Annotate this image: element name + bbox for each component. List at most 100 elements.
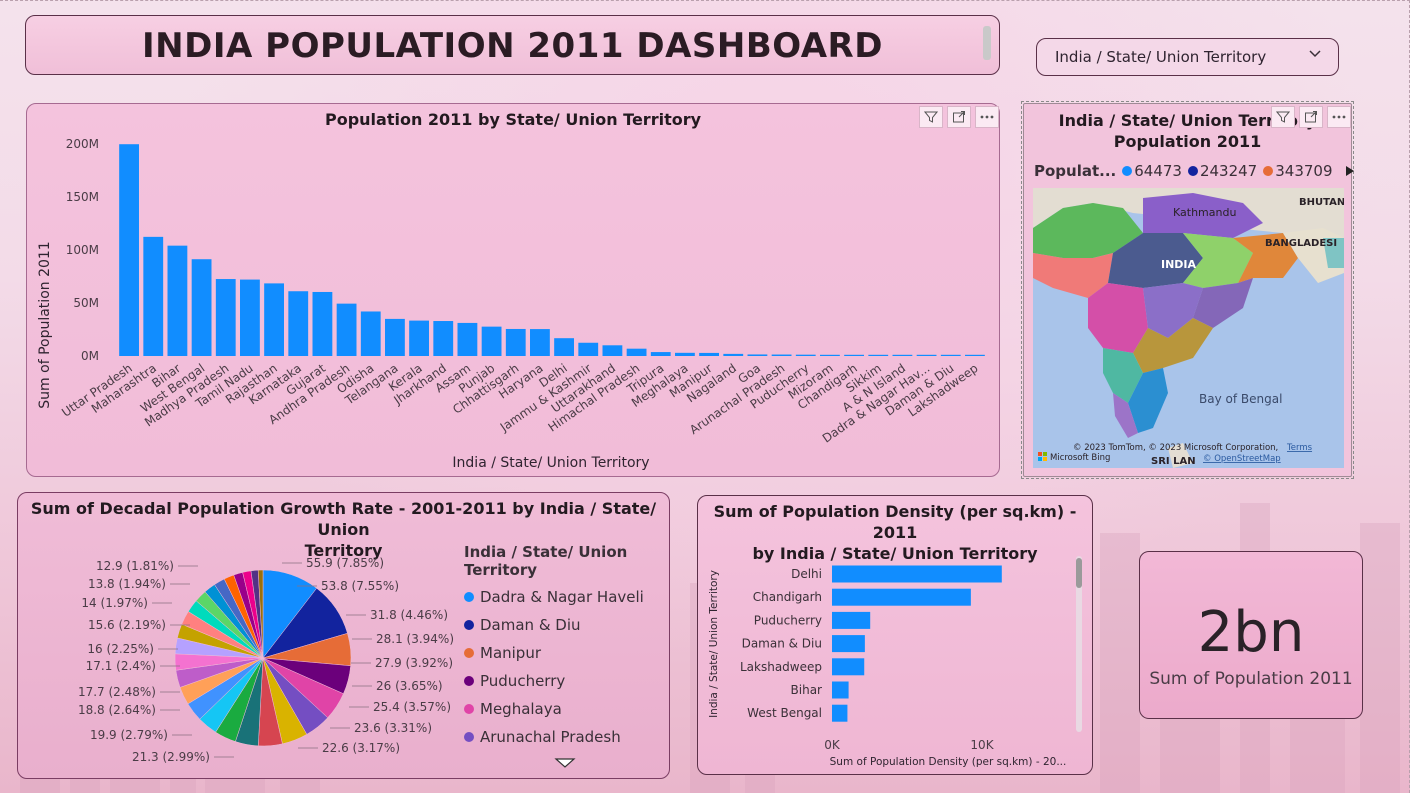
map-legend-label: 64473 — [1134, 162, 1182, 180]
growth-rate-pie-chart-card[interactable]: Sum of Decadal Population Growth Rate - … — [17, 492, 670, 779]
population-bar[interactable] — [360, 311, 381, 356]
density-bar[interactable] — [832, 635, 865, 653]
population-bar[interactable] — [650, 352, 671, 356]
state-slicer-dropdown[interactable]: India / State/ Union Territory — [1036, 38, 1339, 76]
population-bar[interactable] — [699, 352, 719, 356]
population-bar[interactable] — [916, 354, 937, 356]
population-bar-chart: Sum of Population 2011 India / State/ Un… — [37, 137, 985, 471]
legend-next-arrow-icon[interactable] — [1345, 165, 1355, 177]
map-legend-item[interactable]: 243247 — [1187, 162, 1257, 180]
population-bar[interactable] — [143, 236, 164, 356]
pie-legend-item[interactable]: Meghalaya — [464, 695, 669, 723]
density-scrollbar-thumb[interactable] — [1076, 558, 1082, 588]
chevron-down-icon — [1309, 50, 1321, 58]
population-bar[interactable] — [723, 353, 744, 356]
map-region-nepal-belt — [1143, 193, 1263, 238]
density-bar[interactable] — [832, 565, 1002, 583]
map-title-line-2: Population 2011 — [1113, 132, 1262, 151]
density-bar[interactable] — [832, 588, 971, 606]
population-bar[interactable] — [892, 354, 913, 356]
population-bar[interactable] — [505, 328, 526, 356]
pie-legend-item[interactable]: Daman & Diu — [464, 611, 669, 639]
legend-scroll-down-icon[interactable] — [554, 757, 576, 769]
population-bar[interactable] — [336, 303, 357, 356]
population-map-card[interactable]: India / State/ Union Territory Populatio… — [1021, 101, 1355, 479]
population-bar[interactable] — [530, 329, 550, 356]
dashboard-title: INDIA POPULATION 2011 DASHBOARD — [142, 26, 883, 66]
population-bar[interactable] — [602, 345, 623, 356]
filter-icon[interactable] — [1271, 106, 1295, 128]
population-bar[interactable] — [554, 338, 574, 356]
density-y-tick-label: Chandigarh — [753, 590, 822, 604]
legend-dot-icon — [464, 704, 474, 714]
bar-y-tick-label: 50M — [73, 296, 99, 310]
population-bar[interactable] — [675, 352, 695, 356]
legend-dot-icon — [464, 732, 474, 742]
pie-legend-title: India / State/ Union Territory — [464, 543, 628, 579]
density-y-tick-label: Puducherry — [754, 613, 822, 627]
population-bar[interactable] — [385, 318, 405, 356]
pie-legend-item[interactable]: Puducherry — [464, 667, 669, 695]
population-bar-chart-card[interactable]: Population 2011 by State/ Union Territor… — [26, 103, 1000, 477]
pie-data-label: 12.9 (1.81%) — [96, 559, 174, 573]
bar-y-tick-label: 100M — [66, 243, 99, 257]
filter-icon[interactable] — [919, 106, 943, 128]
population-bar[interactable] — [191, 259, 212, 356]
pie-legend-item[interactable]: Arunachal Pradesh — [464, 723, 669, 751]
bar-chart-title: Population 2011 by State/ Union Territor… — [324, 110, 702, 129]
total-population-kpi-card: 2bn Sum of Population 2011 — [1139, 551, 1363, 719]
density-scrollbar-track[interactable] — [1076, 556, 1082, 732]
population-bar[interactable] — [240, 279, 260, 356]
density-bar[interactable] — [832, 611, 871, 629]
map-attribution: © 2023 TomTom, © 2023 Microsoft Corporat… — [1073, 443, 1278, 453]
title-scrollbar[interactable] — [983, 26, 991, 60]
pie-data-label: 19.9 (2.79%) — [90, 728, 168, 742]
map-region-odisha — [1193, 278, 1253, 328]
density-bar-chart-card[interactable]: Sum of Population Density (per sq.km) - … — [697, 495, 1093, 775]
pie-slice[interactable] — [257, 569, 264, 659]
density-bar[interactable] — [832, 658, 865, 676]
population-bar[interactable] — [844, 354, 864, 356]
population-bar[interactable] — [457, 322, 478, 356]
map-region-west — [1033, 253, 1113, 298]
density-y-tick-label: Lakshadweep — [740, 660, 822, 674]
population-bar[interactable] — [264, 283, 284, 356]
population-bar[interactable] — [167, 245, 188, 356]
map-legend-item[interactable]: 343709 — [1263, 162, 1333, 180]
population-bar[interactable] — [409, 320, 429, 356]
population-bar[interactable] — [119, 144, 139, 356]
focus-mode-icon[interactable] — [1299, 106, 1323, 128]
map-terms-link[interactable]: Terms — [1286, 443, 1313, 453]
population-bar[interactable] — [747, 354, 768, 356]
population-bar[interactable] — [215, 279, 236, 356]
pie-legend-item[interactable]: Manipur — [464, 639, 669, 667]
pie-legend-item[interactable]: Dadra & Nagar Haveli — [464, 583, 669, 611]
population-bar[interactable] — [771, 354, 792, 356]
more-options-icon[interactable] — [1327, 106, 1351, 128]
population-bar[interactable] — [578, 342, 599, 356]
pie-data-label: 15.6 (2.19%) — [88, 618, 166, 632]
population-bar[interactable] — [820, 354, 840, 356]
density-y-tick-label: Delhi — [791, 567, 822, 581]
population-bar[interactable] — [868, 354, 889, 356]
population-bar[interactable] — [626, 348, 647, 356]
population-bar[interactable] — [940, 354, 961, 356]
density-bar[interactable] — [832, 704, 848, 722]
population-bar[interactable] — [795, 354, 816, 356]
india-map[interactable]: Kathmandu BHUTAN INDIA BANGLADESI Bay of… — [1033, 188, 1344, 468]
population-bar[interactable] — [312, 291, 333, 356]
more-options-icon[interactable] — [975, 106, 999, 128]
population-bar[interactable] — [288, 291, 309, 356]
population-bar[interactable] — [481, 326, 502, 356]
map-legend-title: Populat... — [1034, 162, 1117, 180]
map-label-india: INDIA — [1161, 258, 1197, 271]
pie-data-label: 17.1 (2.4%) — [86, 659, 156, 673]
map-label-bangladesh: BANGLADESI — [1265, 238, 1337, 249]
population-bar[interactable] — [965, 354, 985, 356]
focus-mode-icon[interactable] — [947, 106, 971, 128]
map-osm-link[interactable]: © OpenStreetMap — [1203, 454, 1281, 464]
map-legend-item[interactable]: 64473 — [1122, 162, 1182, 180]
pie-legend-label: Manipur — [480, 644, 542, 662]
population-bar[interactable] — [433, 321, 454, 356]
density-bar[interactable] — [832, 681, 849, 699]
